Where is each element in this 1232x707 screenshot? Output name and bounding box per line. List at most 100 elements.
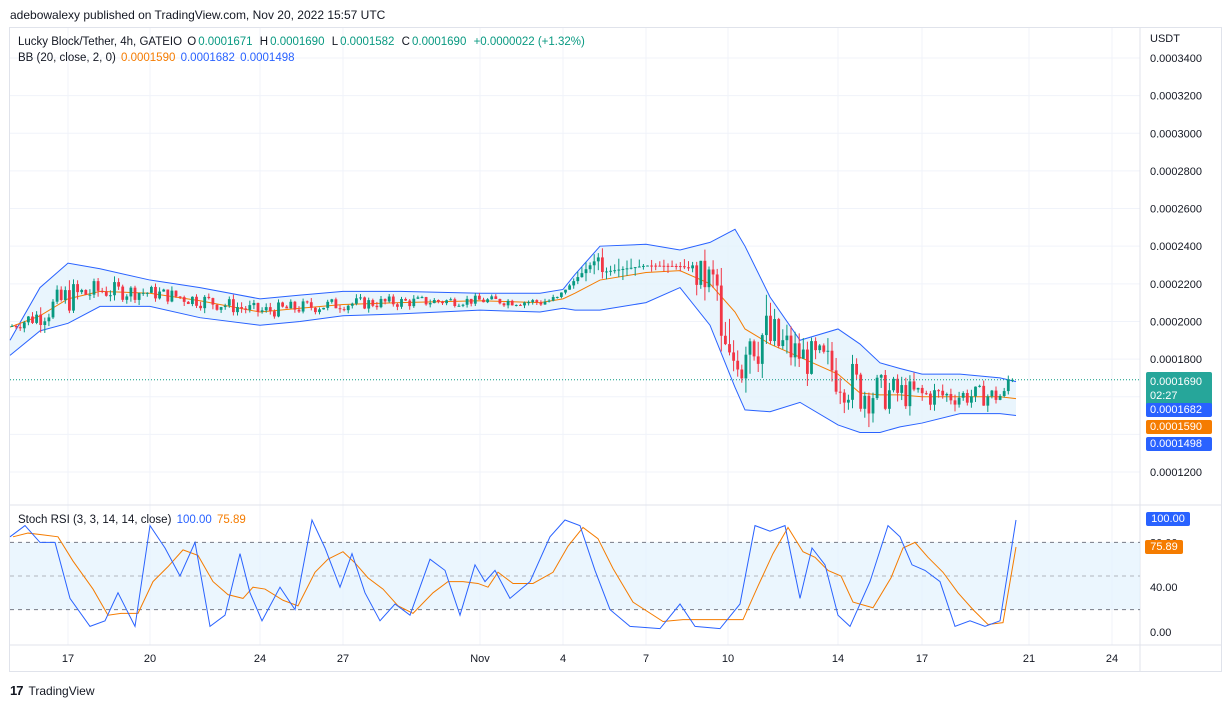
candle-body xyxy=(793,343,797,358)
price-tick-label: 0.0003400 xyxy=(1150,53,1202,65)
candle-body xyxy=(740,369,744,379)
rsi-d-tag: 75.89 xyxy=(1145,540,1183,554)
candle-body xyxy=(150,286,153,293)
candle-body xyxy=(654,265,658,267)
candle-body xyxy=(916,387,920,390)
candle-body xyxy=(797,343,801,359)
candle-body xyxy=(674,265,678,267)
candle-body xyxy=(400,298,403,307)
price-tick-label: 0.0001800 xyxy=(1150,354,1202,366)
rsi-band-fill xyxy=(10,542,1140,610)
candle-body xyxy=(72,284,75,311)
candle-body xyxy=(469,298,473,304)
candle-body xyxy=(35,314,38,323)
candle-body xyxy=(420,297,424,299)
candle-body xyxy=(883,375,887,409)
candle-body xyxy=(744,354,748,379)
candle-body xyxy=(978,385,981,387)
candle-body xyxy=(248,305,252,310)
candle-body xyxy=(203,296,207,309)
candle-body xyxy=(855,363,858,375)
candle-body xyxy=(359,297,362,299)
candle-body xyxy=(453,299,457,306)
candle-body xyxy=(527,302,530,304)
candle-body xyxy=(375,305,379,308)
bb-basis-tag: 0.0001590 xyxy=(1146,420,1212,434)
rsi-d-value: 75.89 xyxy=(217,514,246,526)
high-value: 0.0001690 xyxy=(270,36,325,48)
candle-body xyxy=(912,381,916,390)
candle-body xyxy=(818,345,822,351)
candle-body xyxy=(920,387,924,394)
bb-lower-line xyxy=(9,286,1017,433)
candle-body xyxy=(68,290,71,311)
candle-body xyxy=(432,300,436,304)
change-value: +0.0000022 (+1.32%) xyxy=(473,36,585,48)
candle-body xyxy=(314,307,317,313)
candle-body xyxy=(547,300,551,302)
bb-upper-value: 0.0001682 xyxy=(180,52,235,64)
candle-body xyxy=(609,270,612,272)
bb-title[interactable]: BB (20, close, 2, 0) xyxy=(18,52,116,64)
candle-body xyxy=(867,395,871,414)
candle-body xyxy=(662,265,666,267)
candle-body xyxy=(428,303,432,305)
candle-body xyxy=(801,349,805,359)
candle-body xyxy=(125,296,129,300)
candle-body xyxy=(494,296,498,300)
candle-body xyxy=(732,352,735,361)
candle-body xyxy=(256,302,260,312)
candle-body xyxy=(1002,391,1006,396)
publisher-line: adebowalexy published on TradingView.com… xyxy=(10,8,386,22)
candle-body xyxy=(240,307,243,309)
candle-body xyxy=(687,267,690,269)
candle-body xyxy=(236,307,239,313)
footer[interactable]: 17 TradingView xyxy=(10,683,95,698)
candle-body xyxy=(736,360,740,370)
candle-body xyxy=(27,316,30,323)
candle-body xyxy=(264,307,268,311)
candle-body xyxy=(59,289,63,300)
candle-body xyxy=(986,396,990,406)
candle-body xyxy=(580,273,584,278)
candle-body xyxy=(842,392,846,403)
candle-body xyxy=(277,302,280,317)
candle-body xyxy=(391,296,395,305)
candle-body xyxy=(584,269,588,274)
candle-body xyxy=(564,289,567,293)
open-value: 0.0001671 xyxy=(198,36,253,48)
candle-body xyxy=(297,309,301,312)
candle-body xyxy=(625,268,629,270)
rsi-title[interactable]: Stoch RSI (3, 3, 14, 14, close) xyxy=(18,514,172,526)
candle-body xyxy=(605,271,608,273)
candle-body xyxy=(342,309,346,311)
candle-body xyxy=(519,304,522,306)
candle-body xyxy=(363,297,366,309)
candle-body xyxy=(879,375,883,378)
bb-lower-value: 0.0001498 xyxy=(240,52,295,64)
candle-body xyxy=(892,378,895,391)
time-tick-label: 20 xyxy=(144,653,156,665)
candle-body xyxy=(39,314,43,325)
candle-body xyxy=(260,310,264,312)
candle-body xyxy=(273,311,276,317)
candle-body xyxy=(724,335,727,345)
candle-body xyxy=(31,316,34,323)
candle-body xyxy=(219,307,223,310)
candle-body xyxy=(670,265,674,267)
candle-body xyxy=(465,298,469,305)
symbol-title[interactable]: Lucky Block/Tether, 4h, GATEIO xyxy=(18,36,183,48)
candle-body xyxy=(629,267,633,269)
time-tick-label: 24 xyxy=(254,653,266,665)
candle-body xyxy=(84,290,88,295)
candle-body xyxy=(810,341,813,374)
candle-body xyxy=(441,301,444,304)
last-price-tag: 0.0001690 02:27 xyxy=(1146,372,1212,406)
candle-body xyxy=(191,296,194,305)
candle-body xyxy=(871,398,875,414)
candle-body xyxy=(133,287,137,300)
candle-body xyxy=(80,290,84,293)
candle-body xyxy=(293,301,297,310)
low-value: 0.0001582 xyxy=(340,36,395,48)
